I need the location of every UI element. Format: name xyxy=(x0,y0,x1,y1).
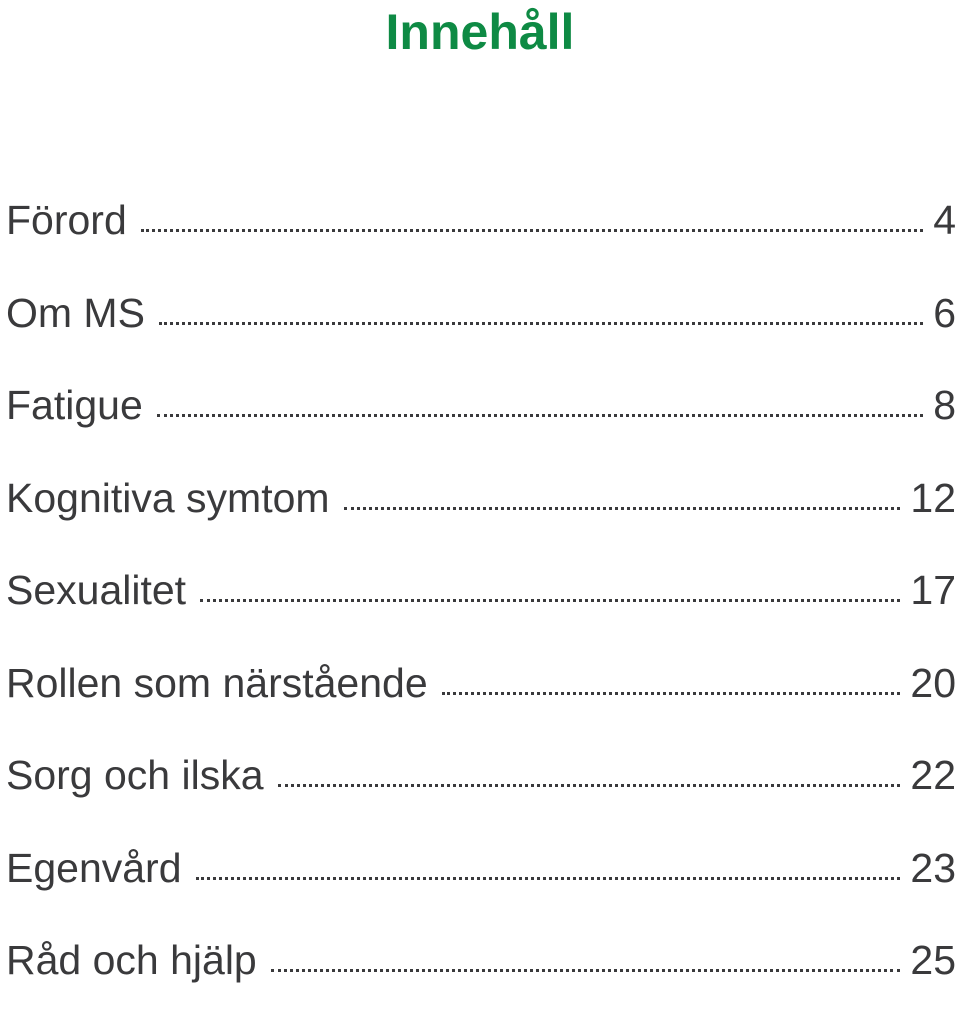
toc-leader-dots xyxy=(441,691,901,695)
toc-leader-dots xyxy=(200,599,901,602)
toc-entry-egenvard[interactable]: Egenvård 23 xyxy=(6,838,956,931)
toc-entry-fatigue[interactable]: Fatigue 8 xyxy=(6,375,956,468)
toc-entry-label: Förord xyxy=(6,197,127,243)
toc-entry-page: 6 xyxy=(933,289,956,336)
toc-entry-page: 8 xyxy=(933,382,956,428)
toc-entry-page: 20 xyxy=(910,659,956,706)
toc-leader-dots xyxy=(270,969,901,972)
toc-entry-label: Rollen som närstående xyxy=(6,659,428,706)
toc-entry-om-ms[interactable]: Om MS 6 xyxy=(6,283,956,376)
toc-entry-sexualitet[interactable]: Sexualitet 17 xyxy=(6,560,956,653)
toc-entry-label: Råd och hjälp xyxy=(6,937,257,983)
toc-entry-page: 22 xyxy=(910,752,956,798)
toc-entry-rollen-som-narstaende[interactable]: Rollen som närstående 20 xyxy=(6,653,956,746)
toc-entry-page: 4 xyxy=(933,197,956,243)
toc-entry-sorg-och-ilska[interactable]: Sorg och ilska 22 xyxy=(6,745,956,838)
toc-leader-dots xyxy=(156,414,924,417)
toc-entry-rad-och-hjalp[interactable]: Råd och hjälp 25 xyxy=(6,930,956,1023)
toc-leader-dots xyxy=(158,321,924,325)
toc-entry-label: Fatigue xyxy=(6,382,143,428)
toc-leader-dots xyxy=(277,784,901,787)
page-title: Innehåll xyxy=(385,4,575,60)
toc-entry-label: Om MS xyxy=(6,289,145,336)
toc-entry-label: Kognitiva symtom xyxy=(6,474,330,521)
toc-entry-page: 12 xyxy=(910,474,956,521)
toc-entry-kognitiva-symtom[interactable]: Kognitiva symtom 12 xyxy=(6,468,956,561)
toc-entry-label: Sexualitet xyxy=(6,567,187,613)
table-of-contents: Förord 4 Om MS 6 Fatigue 8 Kognitiva sym… xyxy=(6,190,956,1023)
toc-leader-dots xyxy=(343,506,901,510)
toc-entry-page: 23 xyxy=(910,844,956,891)
toc-entry-page: 25 xyxy=(910,937,956,983)
toc-leader-dots xyxy=(140,229,924,232)
toc-entry-forord[interactable]: Förord 4 xyxy=(6,190,956,283)
toc-entry-label: Sorg och ilska xyxy=(6,752,264,798)
toc-entry-label: Egenvård xyxy=(6,844,182,891)
toc-entry-page: 17 xyxy=(910,567,956,613)
toc-leader-dots xyxy=(195,876,901,880)
